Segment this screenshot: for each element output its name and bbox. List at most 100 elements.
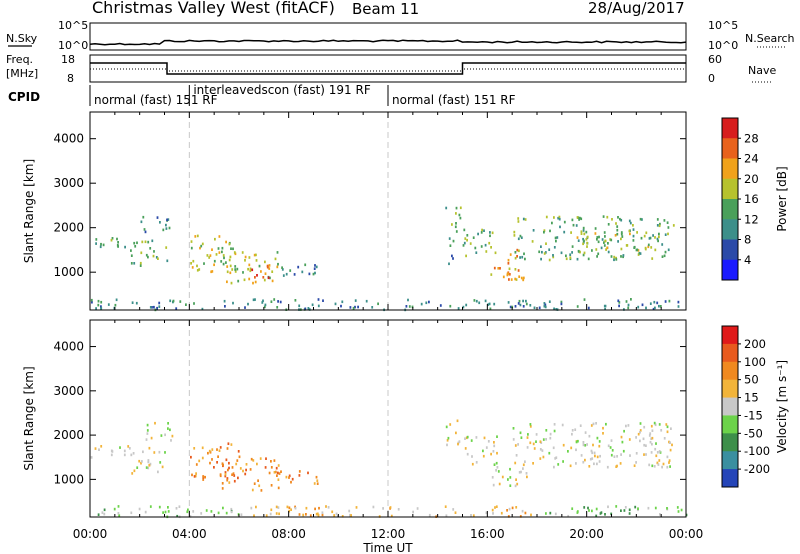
range-cell bbox=[350, 514, 352, 517]
range-cell bbox=[522, 276, 525, 280]
colorbar-swatch bbox=[722, 138, 738, 159]
range-cell bbox=[539, 440, 542, 443]
range-cell bbox=[228, 481, 231, 484]
range-cell bbox=[636, 231, 638, 234]
range-cell bbox=[166, 218, 168, 222]
range-cell bbox=[201, 446, 204, 450]
range-cell bbox=[663, 437, 666, 440]
range-cell bbox=[610, 439, 613, 442]
range-cell bbox=[669, 465, 671, 468]
range-cell bbox=[236, 267, 239, 271]
range-cell bbox=[665, 423, 668, 426]
range-cell bbox=[586, 235, 589, 239]
range-cell bbox=[377, 302, 379, 306]
range-cell bbox=[591, 249, 593, 252]
range-cell bbox=[582, 253, 585, 257]
range-cell bbox=[198, 459, 201, 463]
range-cell bbox=[637, 249, 640, 252]
range-cell bbox=[600, 511, 603, 514]
range-cell bbox=[228, 258, 231, 262]
range-cell bbox=[117, 245, 119, 248]
range-cell bbox=[454, 511, 457, 514]
range-cell bbox=[455, 230, 458, 233]
range-cell bbox=[668, 440, 670, 444]
range-cell bbox=[472, 514, 475, 517]
range-cell bbox=[268, 267, 271, 270]
range-cell bbox=[145, 253, 148, 257]
range-cell bbox=[302, 513, 305, 517]
range-cell bbox=[543, 252, 546, 255]
range-cell bbox=[325, 505, 327, 508]
range-cell bbox=[549, 436, 552, 440]
range-cell bbox=[201, 456, 204, 460]
range-cell bbox=[514, 268, 517, 271]
range-cell bbox=[658, 235, 660, 239]
range-cell bbox=[229, 255, 232, 259]
range-cell bbox=[525, 472, 528, 475]
range-cell bbox=[227, 468, 229, 472]
range-cell bbox=[643, 453, 645, 456]
range-cell bbox=[548, 248, 551, 251]
range-cell bbox=[525, 299, 527, 303]
range-cell bbox=[545, 512, 547, 515]
range-cell bbox=[582, 242, 584, 246]
range-cell bbox=[463, 241, 466, 245]
range-cell bbox=[489, 307, 492, 311]
range-cell bbox=[144, 240, 147, 244]
range-cell bbox=[307, 307, 310, 310]
range-cell bbox=[605, 248, 607, 251]
range-cell bbox=[645, 306, 647, 310]
range-cell bbox=[540, 245, 542, 248]
range-cell bbox=[372, 505, 375, 509]
range-cell bbox=[175, 307, 178, 310]
range-cell bbox=[206, 254, 209, 257]
range-cell bbox=[671, 443, 673, 447]
range-cell bbox=[526, 475, 528, 479]
colorbar-swatch bbox=[722, 469, 738, 488]
range-cell bbox=[521, 255, 524, 259]
range-cell bbox=[273, 459, 276, 462]
range-cell bbox=[531, 240, 534, 243]
nave-label: Nave bbox=[748, 64, 776, 77]
range-cell bbox=[579, 250, 581, 254]
range-cell bbox=[100, 445, 103, 448]
frequency-series bbox=[90, 62, 686, 75]
range-cell bbox=[633, 464, 636, 467]
range-cell bbox=[653, 300, 656, 304]
range-cell bbox=[648, 463, 651, 467]
range-cell bbox=[477, 232, 479, 236]
range-cell bbox=[556, 236, 559, 239]
range-cell bbox=[552, 446, 555, 450]
range-cell bbox=[116, 237, 118, 241]
range-cell bbox=[266, 265, 269, 269]
range-cell bbox=[576, 236, 579, 239]
range-cell bbox=[130, 262, 133, 265]
range-cell bbox=[645, 444, 647, 447]
range-cell bbox=[275, 466, 278, 470]
colorbar-swatch bbox=[722, 397, 738, 416]
range-cell bbox=[140, 220, 143, 224]
range-cell bbox=[493, 266, 496, 270]
range-cell bbox=[456, 419, 459, 423]
range-cell bbox=[261, 301, 264, 304]
range-cell bbox=[451, 254, 453, 258]
range-cell bbox=[604, 235, 606, 238]
range-cell bbox=[279, 300, 282, 304]
y-tick-label: 4000 bbox=[53, 340, 84, 354]
range-cell bbox=[618, 301, 621, 304]
range-cell bbox=[317, 513, 320, 517]
range-cell bbox=[655, 454, 658, 458]
range-cell bbox=[628, 508, 631, 512]
range-cell bbox=[652, 234, 654, 237]
range-cell bbox=[314, 264, 316, 267]
range-cell bbox=[507, 515, 510, 518]
range-cell bbox=[632, 239, 635, 242]
range-cell bbox=[425, 301, 428, 305]
range-cell bbox=[645, 231, 648, 235]
range-cell bbox=[627, 424, 630, 427]
range-cell bbox=[313, 482, 316, 485]
range-cell bbox=[148, 464, 151, 467]
range-cell bbox=[277, 464, 280, 467]
range-cell bbox=[247, 267, 249, 271]
range-cell bbox=[141, 240, 144, 244]
